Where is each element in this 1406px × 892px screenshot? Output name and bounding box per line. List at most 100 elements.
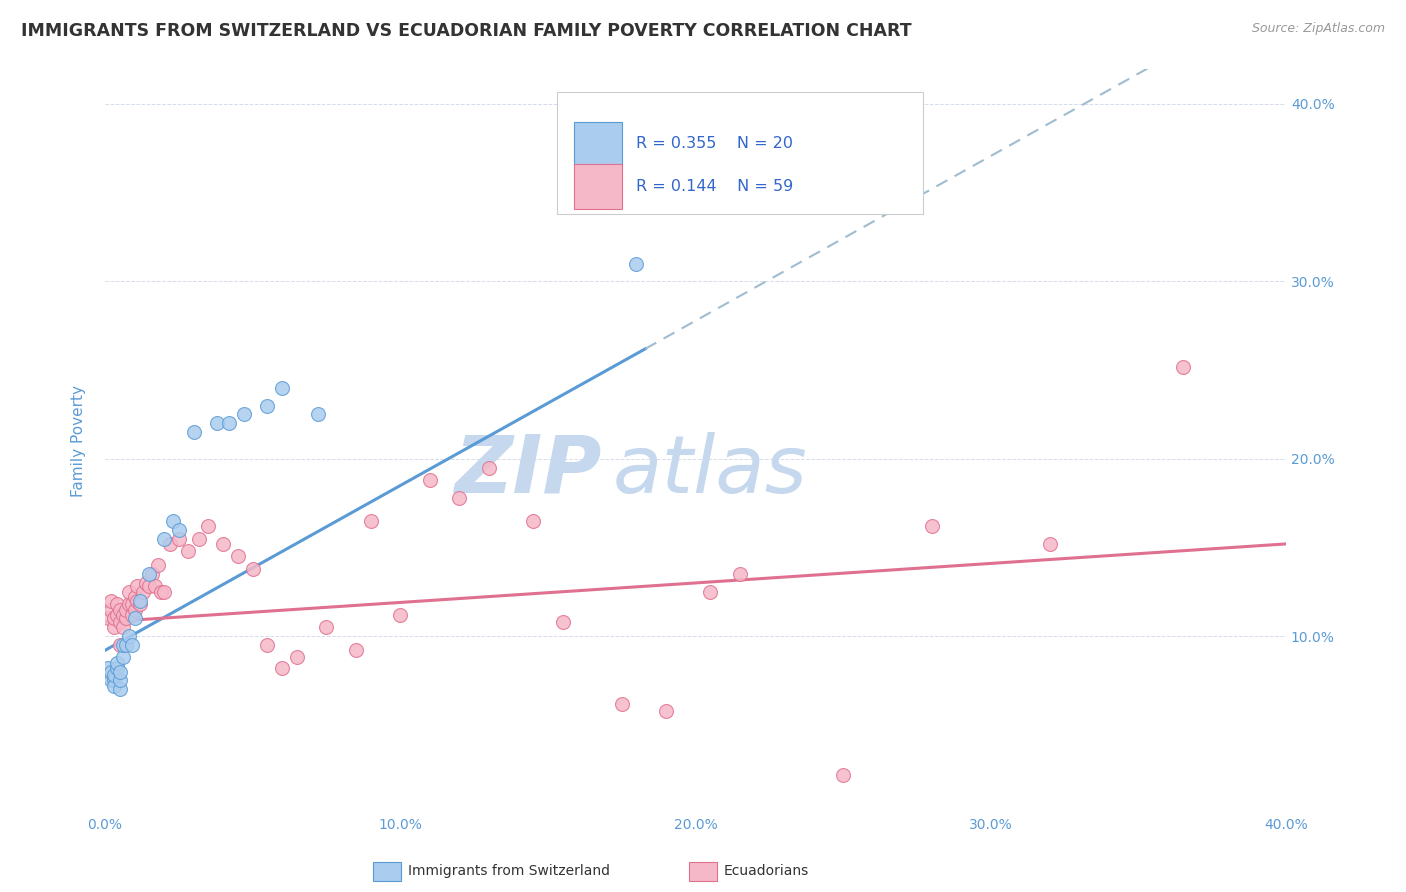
- Point: [256, 638, 278, 652]
- Point: [127, 593, 149, 607]
- Point: [146, 558, 169, 573]
- Point: [315, 620, 337, 634]
- Point: [100, 673, 122, 688]
- Point: [218, 417, 240, 431]
- Text: R = 0.144    N = 59: R = 0.144 N = 59: [637, 179, 794, 194]
- Point: [108, 682, 131, 697]
- Point: [111, 650, 134, 665]
- Point: [478, 460, 501, 475]
- Point: [127, 579, 149, 593]
- Point: [153, 532, 176, 546]
- Point: [205, 417, 228, 431]
- Point: [103, 611, 125, 625]
- Point: [360, 514, 382, 528]
- Point: [103, 668, 125, 682]
- Point: [271, 381, 294, 395]
- Bar: [575, 121, 621, 166]
- Point: [108, 638, 131, 652]
- Point: [117, 597, 139, 611]
- Point: [105, 661, 128, 675]
- Point: [162, 514, 184, 528]
- Point: [141, 567, 163, 582]
- Text: Ecuadorians: Ecuadorians: [724, 864, 810, 879]
- Point: [117, 629, 139, 643]
- Point: [103, 679, 125, 693]
- Point: [153, 584, 176, 599]
- Point: [108, 602, 131, 616]
- Point: [188, 532, 211, 546]
- Point: [167, 523, 190, 537]
- Point: [129, 593, 152, 607]
- Point: [285, 650, 308, 665]
- Point: [832, 767, 855, 781]
- Point: [921, 519, 943, 533]
- Point: [419, 473, 441, 487]
- FancyBboxPatch shape: [557, 92, 922, 214]
- Bar: [575, 164, 621, 209]
- Point: [655, 704, 678, 718]
- Point: [226, 549, 249, 564]
- Point: [103, 673, 125, 688]
- Point: [167, 532, 190, 546]
- Point: [176, 544, 198, 558]
- Text: Source: ZipAtlas.com: Source: ZipAtlas.com: [1251, 22, 1385, 36]
- Point: [108, 673, 131, 688]
- Point: [121, 597, 143, 611]
- Point: [344, 643, 367, 657]
- Text: R = 0.355    N = 20: R = 0.355 N = 20: [637, 136, 793, 152]
- Point: [1039, 537, 1062, 551]
- Point: [121, 638, 143, 652]
- Point: [108, 665, 131, 679]
- Text: IMMIGRANTS FROM SWITZERLAND VS ECUADORIAN FAMILY POVERTY CORRELATION CHART: IMMIGRANTS FROM SWITZERLAND VS ECUADORIA…: [21, 22, 911, 40]
- Point: [699, 584, 721, 599]
- Point: [100, 602, 122, 616]
- Point: [135, 576, 157, 591]
- Point: [551, 615, 574, 629]
- Text: ZIP: ZIP: [454, 432, 600, 510]
- Point: [143, 579, 166, 593]
- Point: [105, 597, 128, 611]
- Point: [150, 584, 173, 599]
- Point: [103, 620, 125, 634]
- Point: [256, 399, 278, 413]
- Point: [114, 602, 136, 616]
- Point: [124, 602, 146, 616]
- Point: [114, 611, 136, 625]
- Point: [610, 697, 633, 711]
- Point: [138, 567, 160, 582]
- Y-axis label: Family Poverty: Family Poverty: [72, 385, 86, 497]
- Point: [232, 408, 254, 422]
- Point: [1171, 359, 1194, 374]
- Point: [105, 607, 128, 622]
- Point: [138, 579, 160, 593]
- Point: [117, 584, 139, 599]
- Text: Immigrants from Switzerland: Immigrants from Switzerland: [408, 864, 610, 879]
- Point: [111, 607, 134, 622]
- Point: [449, 491, 471, 505]
- Point: [132, 584, 155, 599]
- Point: [105, 656, 128, 670]
- Point: [522, 514, 544, 528]
- Point: [626, 257, 648, 271]
- Point: [389, 607, 412, 622]
- Point: [100, 593, 122, 607]
- Point: [183, 425, 205, 439]
- Point: [121, 607, 143, 622]
- Point: [159, 537, 181, 551]
- Point: [212, 537, 235, 551]
- Point: [100, 665, 122, 679]
- Point: [108, 615, 131, 629]
- Point: [97, 661, 120, 675]
- Point: [307, 408, 329, 422]
- Point: [111, 620, 134, 634]
- Point: [97, 611, 120, 625]
- Point: [271, 661, 294, 675]
- Point: [129, 597, 152, 611]
- Point: [197, 519, 219, 533]
- Point: [124, 611, 146, 625]
- Point: [114, 638, 136, 652]
- Text: atlas: atlas: [613, 432, 807, 510]
- Point: [242, 562, 264, 576]
- Point: [728, 567, 751, 582]
- Point: [124, 590, 146, 604]
